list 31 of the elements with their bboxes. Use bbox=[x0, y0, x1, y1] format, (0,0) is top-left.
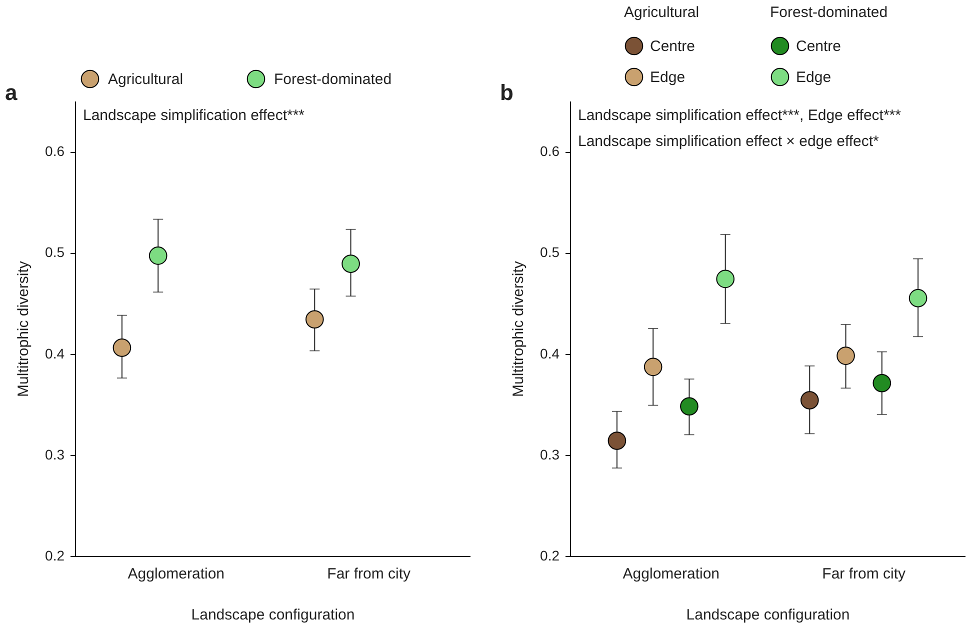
text: Agricultural bbox=[624, 4, 700, 21]
y-tick-label: 0.4 bbox=[540, 345, 560, 362]
legend-label: Centre bbox=[796, 38, 842, 55]
legend-label: Agricultural bbox=[108, 71, 184, 88]
annotation: Landscape simplification effect × edge effect* bbox=[578, 133, 880, 150]
x-axis-title: Landscape configuration bbox=[686, 606, 850, 624]
legend-label: Centre bbox=[650, 38, 696, 55]
y-tick-label: 0.3 bbox=[45, 446, 65, 462]
y-tick-label: 0.6 bbox=[45, 143, 65, 160]
text: Forest-dominated bbox=[770, 4, 888, 21]
annotation: Landscape simplification effect*** bbox=[83, 107, 305, 124]
chart-title: a bbox=[5, 80, 18, 105]
x-tick-label: Far from city bbox=[327, 566, 412, 582]
y-axis-title: Multitrophic diversity bbox=[15, 260, 32, 397]
y-tick-label: 0.2 bbox=[45, 548, 65, 564]
x-axis-title: Landscape configuration bbox=[191, 606, 355, 624]
y-tick-label: 0.3 bbox=[540, 446, 560, 462]
legend-label: Edge bbox=[650, 69, 686, 86]
y-tick-label: 0.4 bbox=[45, 345, 65, 362]
x-tick-label: Agglomeration bbox=[128, 566, 225, 582]
x-tick-label: Far from city bbox=[822, 566, 906, 582]
y-tick-label: 0.5 bbox=[540, 244, 560, 260]
x-tick-label: Agglomeration bbox=[622, 566, 720, 582]
y-axis-title: Multitrophic diversity bbox=[510, 260, 528, 397]
y-tick-label: 0.6 bbox=[540, 143, 560, 160]
annotation: Landscape simplification effect***, Edge effect*** bbox=[578, 107, 902, 124]
legend-label: Forest-dominated bbox=[274, 71, 392, 88]
chart-title: b bbox=[500, 80, 514, 105]
y-tick-label: 0.2 bbox=[540, 548, 560, 564]
legend-label: Edge bbox=[796, 69, 832, 86]
y-tick-label: 0.5 bbox=[45, 244, 65, 260]
